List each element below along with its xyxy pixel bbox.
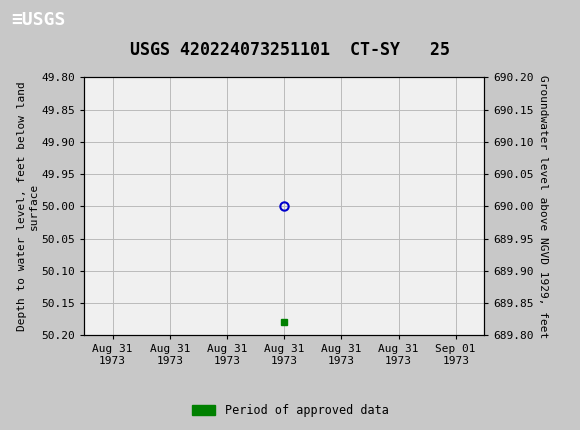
Y-axis label: Depth to water level, feet below land
surface: Depth to water level, feet below land su… (17, 82, 38, 331)
Y-axis label: Groundwater level above NGVD 1929, feet: Groundwater level above NGVD 1929, feet (538, 75, 548, 338)
Legend: Period of approved data: Period of approved data (187, 399, 393, 422)
Text: ≡USGS: ≡USGS (12, 11, 66, 29)
Text: USGS 420224073251101  CT-SY   25: USGS 420224073251101 CT-SY 25 (130, 41, 450, 59)
